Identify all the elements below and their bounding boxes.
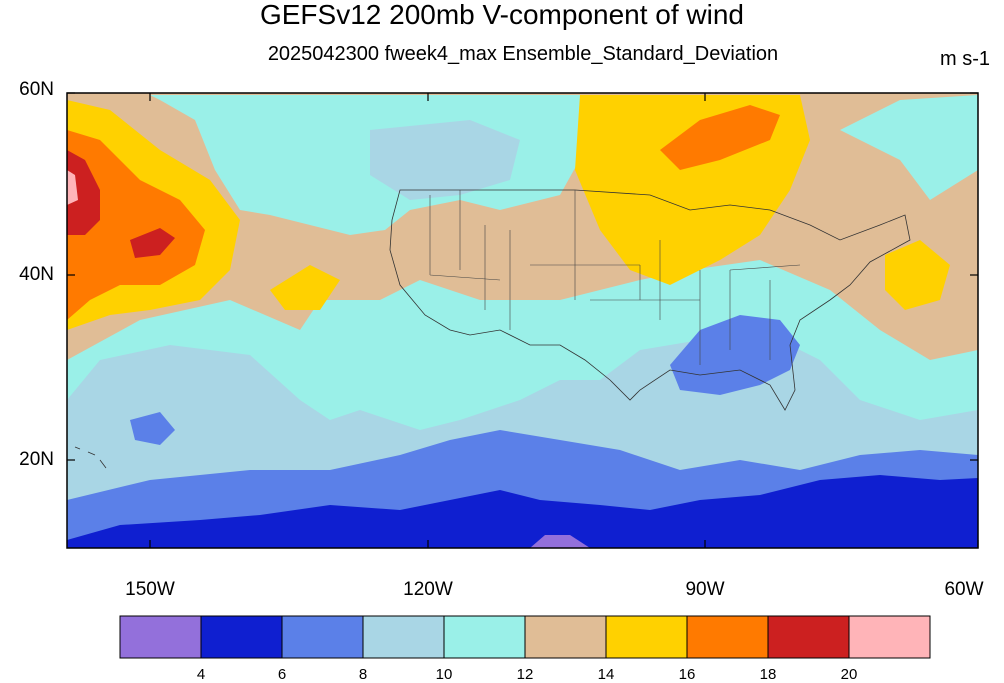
colorbar-tick-label: 14	[597, 666, 615, 683]
colorbar	[119, 615, 931, 659]
colorbar-tick-label: 6	[277, 666, 287, 683]
field-18-20-spot	[130, 228, 175, 258]
field-16-18-west	[67, 130, 205, 320]
colorbar-swatch	[848, 615, 931, 659]
field-18-20	[67, 150, 100, 235]
colorbar-tick-label: 4	[196, 666, 206, 683]
colorbar-swatch	[119, 615, 202, 659]
field-below-4	[530, 535, 590, 548]
lon-label-60w: 60W	[944, 579, 984, 600]
field-above-20	[67, 170, 78, 205]
field-6-8-spot	[130, 412, 175, 445]
lat-label-20n: 20N	[19, 449, 54, 470]
contour-field	[67, 93, 978, 548]
lat-label-60n: 60N	[19, 79, 54, 100]
colorbar-tick-label: 16	[678, 666, 696, 683]
colorbar-swatch	[605, 615, 688, 659]
us-outline	[389, 189, 911, 411]
colorbar-swatch	[767, 615, 850, 659]
colorbar-swatch	[686, 615, 769, 659]
map-subtitle: 2025042300 fweek4_max Ensemble_Standard_…	[267, 43, 779, 65]
state-lines	[429, 190, 801, 365]
colorbar-tick-label: 10	[435, 666, 453, 683]
field-16-18-northeast	[660, 105, 780, 170]
lon-label-90w: 90W	[685, 579, 725, 600]
colorbar-tick-label: 12	[516, 666, 534, 683]
colorbar-swatch	[200, 615, 283, 659]
field-10-12-east	[840, 95, 978, 200]
map-frame	[66, 92, 979, 549]
colorbar-swatch	[362, 615, 445, 659]
field-4-6-band	[67, 475, 978, 548]
lon-label-120w: 120W	[403, 579, 453, 600]
axis-ticks	[67, 92, 979, 548]
map-title: GEFSv12 200mb V-component of wind	[259, 0, 745, 30]
field-8-10-north	[370, 120, 520, 200]
hawaii-islands	[74, 446, 107, 469]
colorbar-tick-label: 18	[759, 666, 777, 683]
field-14-16-east	[885, 240, 950, 310]
colorbar-swatch	[443, 615, 526, 659]
colorbar-tick-label: 20	[840, 666, 858, 683]
colorbar-swatch	[524, 615, 607, 659]
colorbar-swatch	[281, 615, 364, 659]
lat-label-40n: 40N	[19, 264, 54, 285]
colorbar-tick-label: 8	[358, 666, 368, 683]
lon-label-150w: 150W	[125, 579, 175, 600]
units-label: m s-1	[940, 48, 990, 70]
field-14-16-patch	[270, 265, 340, 310]
